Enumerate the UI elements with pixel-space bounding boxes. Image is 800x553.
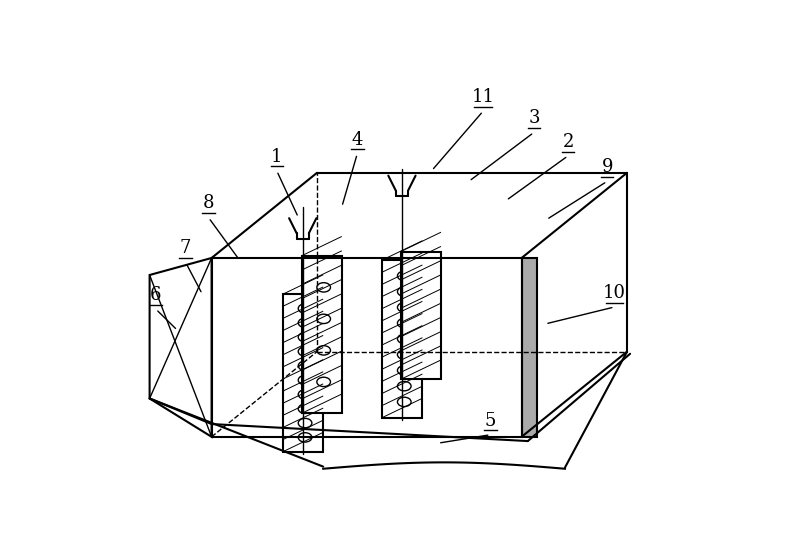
Bar xyxy=(283,294,323,452)
Bar xyxy=(283,294,323,452)
Text: 5: 5 xyxy=(485,411,496,430)
Text: 11: 11 xyxy=(472,88,494,106)
Text: 8: 8 xyxy=(202,195,214,212)
Bar xyxy=(382,260,422,418)
Bar xyxy=(401,252,441,379)
Text: 4: 4 xyxy=(352,131,363,149)
Bar xyxy=(302,256,342,414)
Text: 7: 7 xyxy=(180,239,191,257)
Text: 3: 3 xyxy=(528,109,540,127)
Text: 9: 9 xyxy=(602,158,613,176)
Bar xyxy=(302,256,342,414)
Bar xyxy=(522,258,537,437)
Text: 6: 6 xyxy=(150,286,162,304)
Bar xyxy=(401,252,441,379)
Text: 10: 10 xyxy=(603,284,626,302)
Text: 1: 1 xyxy=(271,148,282,165)
Text: 2: 2 xyxy=(562,133,574,150)
Bar xyxy=(382,260,422,418)
